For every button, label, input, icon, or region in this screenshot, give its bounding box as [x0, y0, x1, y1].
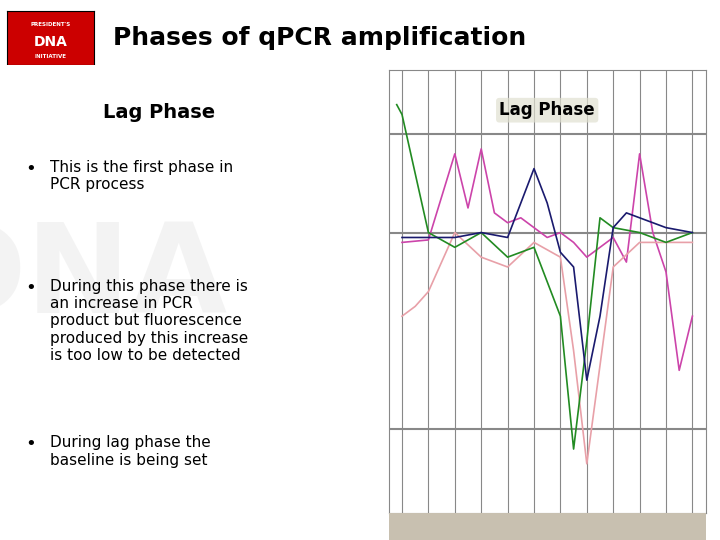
Text: During lag phase the
baseline is being set: During lag phase the baseline is being s… — [50, 435, 211, 468]
Text: •: • — [25, 435, 36, 454]
FancyBboxPatch shape — [389, 513, 706, 540]
Text: This is the first phase in
PCR process: This is the first phase in PCR process — [50, 160, 233, 192]
Text: INITIATIVE: INITIATIVE — [35, 54, 66, 59]
Text: During this phase there is
an increase in PCR
product but fluorescence
produced : During this phase there is an increase i… — [50, 279, 248, 363]
Text: DNA: DNA — [33, 35, 68, 49]
Text: Lag Phase: Lag Phase — [103, 103, 215, 122]
Text: •: • — [25, 279, 36, 296]
Text: PRESIDENT'S: PRESIDENT'S — [30, 22, 71, 27]
Text: Lag Phase: Lag Phase — [500, 101, 595, 119]
Text: DNA: DNA — [0, 218, 228, 339]
Text: •: • — [25, 160, 36, 178]
Text: Phases of qPCR amplification: Phases of qPCR amplification — [113, 26, 526, 50]
